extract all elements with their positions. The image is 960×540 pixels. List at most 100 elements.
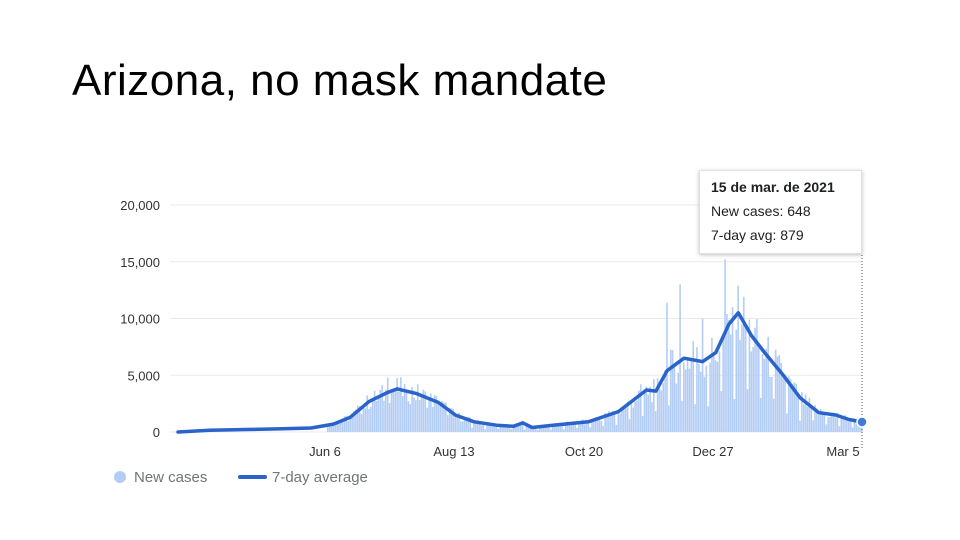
new-cases-bar (654, 411, 657, 432)
new-cases-bar (441, 400, 443, 432)
new-cases-bar (711, 338, 713, 432)
new-cases-bar (336, 423, 338, 432)
new-cases-bar (400, 377, 402, 432)
new-cases-bar (418, 400, 421, 432)
new-cases-bar (797, 397, 799, 432)
new-cases-bar (690, 359, 693, 432)
new-cases-bar (787, 376, 790, 432)
new-cases-bar (606, 416, 608, 432)
new-cases-bar (512, 426, 515, 432)
average-line-group (176, 311, 864, 434)
new-cases-bar (688, 368, 691, 432)
new-cases-bar (377, 395, 380, 432)
new-cases-bar (364, 408, 367, 432)
new-cases-bar (385, 389, 387, 432)
new-cases-bar (561, 423, 563, 432)
new-cases-bar (681, 400, 683, 432)
new-cases-bar (445, 402, 447, 432)
new-cases-bar (525, 422, 528, 432)
new-cases-bar (514, 423, 516, 432)
new-cases-bar (645, 386, 648, 432)
new-cases-bar (551, 424, 554, 432)
new-cases-bar (540, 424, 543, 432)
new-cases-bar (737, 285, 739, 432)
new-cases-bar (722, 335, 724, 432)
new-cases-bar (338, 421, 340, 432)
new-cases-bar (593, 421, 595, 432)
new-cases-bar (578, 422, 580, 432)
new-cases-bar (608, 411, 610, 432)
new-cases-bar (503, 425, 505, 432)
new-cases-bar (613, 414, 616, 432)
new-cases-bar (557, 425, 560, 432)
new-cases-bar (546, 424, 548, 432)
new-cases-bar (750, 351, 753, 432)
new-cases-bar (834, 417, 837, 432)
new-cases-bar (443, 402, 445, 432)
new-cases-bar (806, 406, 809, 432)
new-cases-bar (707, 406, 709, 432)
new-cases-bar (847, 421, 850, 432)
new-cases-bar (439, 404, 442, 432)
new-cases-bar (467, 416, 470, 432)
new-cases-bar (799, 420, 801, 432)
slide-title: Arizona, no mask mandate (72, 56, 608, 105)
y-tick-label: 5,000 (127, 368, 160, 383)
new-cases-bar (836, 412, 839, 432)
new-cases-bar (426, 407, 428, 432)
new-cases-bar (714, 360, 717, 432)
new-cases-bars (326, 259, 863, 432)
new-cases-bar (741, 324, 743, 432)
tooltip-date: 15 de mar. de 2021 (711, 179, 835, 195)
new-cases-bar (328, 425, 331, 432)
new-cases-bar (669, 349, 672, 432)
new-cases-bar (735, 329, 738, 432)
new-cases-bar (709, 362, 711, 432)
new-cases-bar (767, 336, 769, 432)
new-cases-bar (366, 395, 368, 432)
new-cases-bar (521, 420, 524, 432)
new-cases-bar (398, 391, 400, 432)
y-tick-label: 10,000 (120, 312, 160, 327)
new-cases-bar (634, 401, 636, 432)
new-cases-bar (675, 383, 678, 432)
x-tick-label: Aug 13 (433, 444, 474, 459)
new-cases-bar (330, 426, 333, 432)
new-cases-bar (420, 397, 423, 432)
new-cases-bar (802, 404, 805, 432)
new-cases-bar (720, 391, 723, 432)
new-cases-bar (505, 425, 507, 432)
new-cases-bar (731, 307, 734, 432)
new-cases-bar (574, 421, 576, 432)
new-cases-bar (536, 429, 539, 432)
new-cases-bar (570, 424, 573, 432)
new-cases-bar (754, 327, 756, 432)
new-cases-bar (411, 387, 413, 432)
new-cases-bar (484, 429, 486, 432)
new-cases-bar (508, 426, 511, 432)
new-cases-bar (529, 426, 531, 432)
new-cases-bar (778, 355, 781, 432)
new-cases-bar (450, 408, 453, 432)
new-cases-bar (765, 348, 768, 432)
new-cases-bar (728, 319, 730, 432)
new-cases-bar (579, 424, 582, 432)
new-cases-bar (703, 376, 706, 432)
legend: New cases 7-day average (114, 469, 368, 486)
new-cases-bar (746, 389, 749, 432)
tooltip-new-cases: New cases: 648 (711, 203, 811, 219)
new-cases-bar (827, 417, 829, 432)
new-cases-bar (756, 319, 758, 432)
new-cases-bar (853, 418, 856, 432)
new-cases-bar (373, 390, 376, 432)
new-cases-bar (356, 405, 359, 432)
new-cases-bar (594, 417, 597, 432)
new-cases-bar (589, 427, 591, 432)
new-cases-bar (752, 346, 754, 432)
new-cases-bar (534, 427, 537, 432)
new-cases-bar (501, 424, 503, 432)
new-cases-bar (544, 426, 546, 432)
new-cases-bar (572, 424, 575, 432)
hover-point[interactable] (856, 416, 868, 428)
